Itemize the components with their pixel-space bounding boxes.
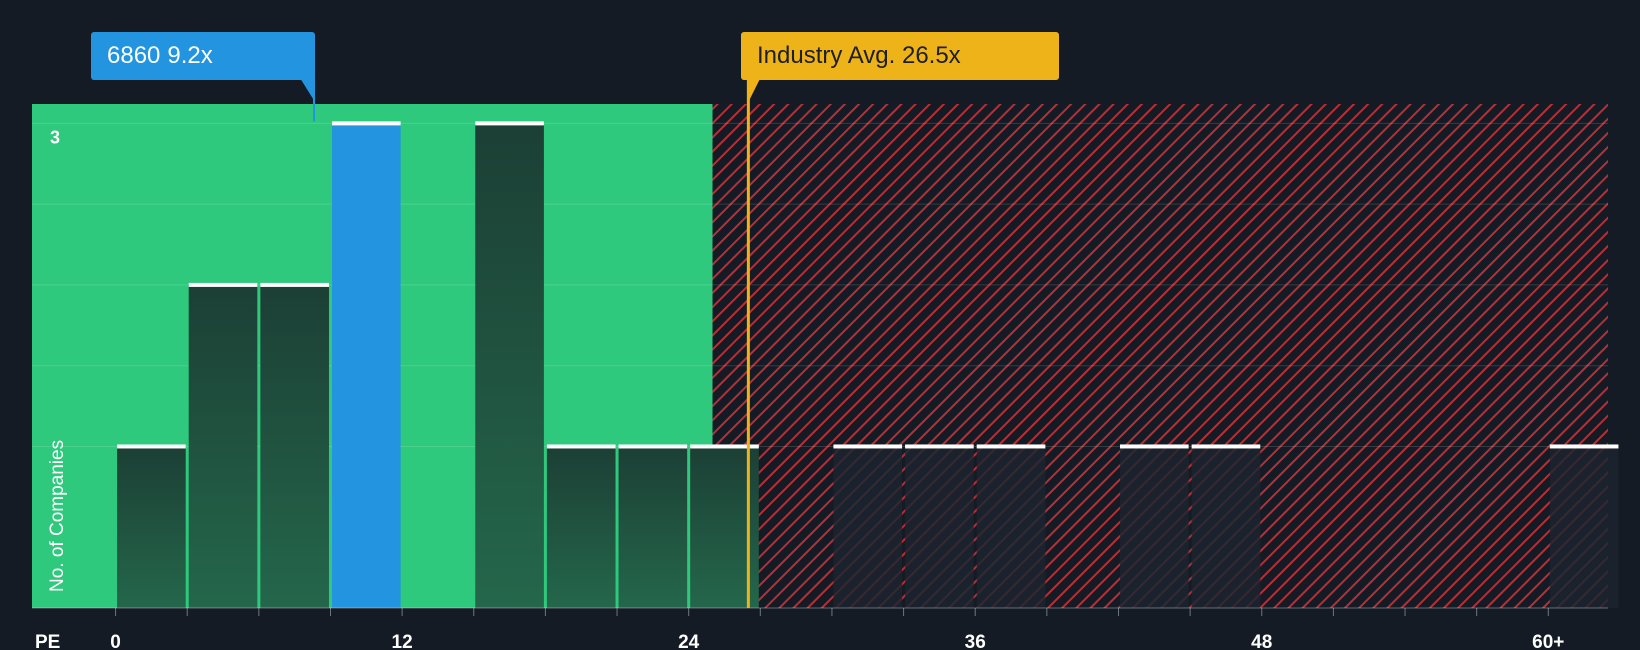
bar-top-cap [905,444,974,449]
histogram-bar [618,446,688,608]
histogram-bar [1549,446,1619,608]
bar-top-cap [1119,444,1189,449]
histogram-bar [475,123,544,608]
company-pe-value: 9.2x [167,42,213,69]
industry-average-label: Industry Avg. 26.5x [757,42,961,69]
company-pe-callout: 6860 9.2x [91,32,315,80]
x-tick-label: 12 [392,632,413,650]
bar-top-cap [117,444,186,449]
y-axis-label: No. of Companies [47,440,68,592]
bar-top-cap [475,121,544,126]
histogram-bars [117,121,1619,608]
histogram-bar [188,284,258,608]
histogram-bar [1119,446,1189,608]
x-tick-label: 60+ [1532,632,1564,650]
industry-callout-pointer [747,78,761,104]
bar-top-cap [833,444,903,449]
y-axis: 3 [50,127,60,147]
bar-top-cap [690,444,759,449]
histogram-bar [976,446,1046,608]
bar-top-cap [618,444,688,449]
bar-top-cap [546,444,616,449]
histogram-bar [546,446,616,608]
y-tick-label: 3 [50,127,60,147]
histogram-bar [117,446,186,608]
histogram-bar [905,446,974,608]
company-callout-pointer [300,78,315,102]
value-markers [300,62,761,608]
bar-top-cap [331,121,401,126]
histogram-bar [260,284,329,608]
x-tick-label: 36 [965,632,986,650]
histogram-bar [1191,446,1261,608]
bar-top-cap [976,444,1046,449]
industry-average-callout: Industry Avg. 26.5x [741,32,1059,80]
histogram-bar [833,446,903,608]
x-axis: 0 12 24 36 48 60+ [32,607,1608,650]
company-bar [331,123,401,608]
bar-top-cap [1191,444,1261,449]
x-tick-label: 24 [678,632,700,650]
bar-top-cap [188,282,258,287]
company-ticker: 6860 [107,42,161,69]
x-axis-label: PE [35,632,60,650]
x-tick-label: 0 [110,632,121,650]
bar-top-cap [260,282,329,287]
x-tick-label: 48 [1251,632,1272,650]
bar-top-cap [1549,444,1619,449]
